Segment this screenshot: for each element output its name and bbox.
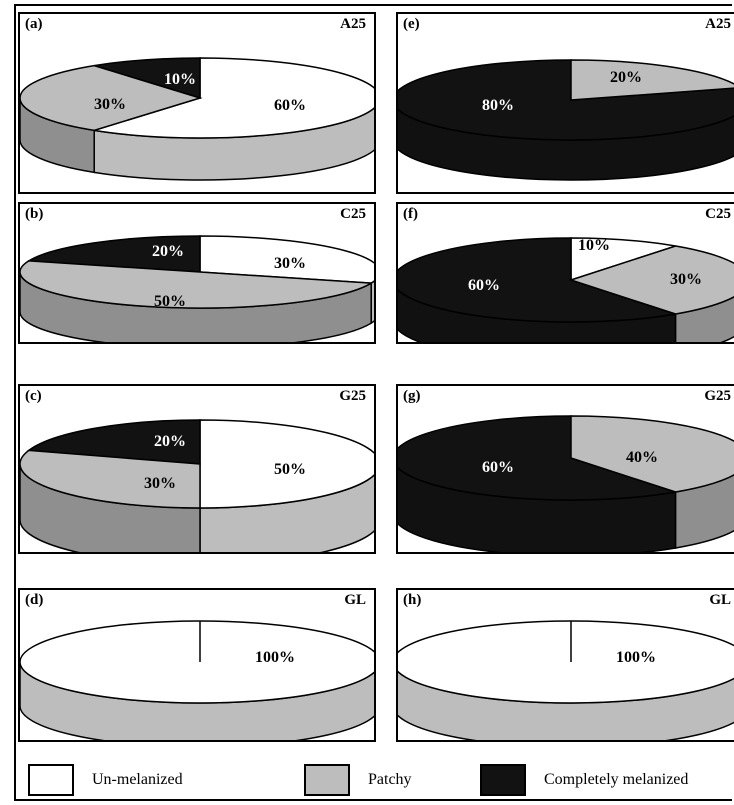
pie-side-patchy xyxy=(674,474,734,549)
data-label-completely-melanized: 80% xyxy=(482,97,514,114)
outer-frame xyxy=(14,4,732,801)
panel-code: A25 xyxy=(705,16,731,32)
pie-slice-un-melanized xyxy=(93,57,374,139)
pie-top xyxy=(398,620,734,704)
legend-label: Completely melanized xyxy=(544,771,689,788)
pie-chart: 20% 80% xyxy=(398,59,734,181)
data-label-completely-melanized: 60% xyxy=(468,277,500,294)
panel-tag: (a) xyxy=(25,16,43,32)
data-label-un-melanized: 60% xyxy=(274,97,306,114)
panel-h: 100% (h) GL xyxy=(396,588,734,742)
pie-slice-patchy xyxy=(20,64,203,132)
data-label-patchy: 20% xyxy=(610,69,642,86)
legend-label: Un-melanized xyxy=(92,771,183,788)
panel-c: 50% 30% 20% (c) G25 xyxy=(18,384,376,554)
panel-code: A25 xyxy=(340,16,366,32)
pie-top xyxy=(398,59,734,141)
panel-tag: (e) xyxy=(403,16,420,32)
panel-g: 40% 60% (g) G25 xyxy=(396,384,734,554)
data-label-completely-melanized: 20% xyxy=(154,433,186,450)
data-label-patchy: 30% xyxy=(144,475,176,492)
pie-slice-un-melanized xyxy=(199,235,374,284)
panel-b: 30% 50% 20% (b) C25 xyxy=(18,202,376,344)
legend-swatch xyxy=(304,764,350,796)
pie-labels: 40% 60% xyxy=(482,449,658,476)
pie-labels: 20% 80% xyxy=(482,69,642,114)
data-label-completely-melanized: 20% xyxy=(152,243,184,260)
data-label-patchy: 30% xyxy=(94,96,126,113)
pie-top xyxy=(398,237,734,323)
pie-slice-patchy xyxy=(20,449,201,509)
legend-item-patchy: Patchy xyxy=(304,762,412,798)
data-label-un-melanized: 10% xyxy=(578,237,610,254)
data-label-patchy: 40% xyxy=(626,449,658,466)
data-label-patchy: 50% xyxy=(154,293,186,310)
pie-top xyxy=(20,620,374,704)
pie-slice-completely-melanized xyxy=(93,57,201,100)
panel-tag: (h) xyxy=(403,592,422,608)
panel-tag: (d) xyxy=(25,592,44,608)
legend-item-un-melanized: Un-melanized xyxy=(28,762,183,798)
legend-item-completely-melanized: Completely melanized xyxy=(480,762,688,798)
data-label-un-melanized: 100% xyxy=(616,649,656,666)
panel-code: G25 xyxy=(704,388,731,404)
data-label-completely-melanized: 60% xyxy=(482,459,514,476)
pie-top xyxy=(20,57,374,139)
pie-chart: 100% xyxy=(398,620,734,740)
panel-code: G25 xyxy=(339,388,366,404)
pie-chart: 30% 50% 20% xyxy=(20,235,374,342)
pie-slice-completely-melanized xyxy=(398,415,676,501)
pie-slice-patchy xyxy=(568,245,734,315)
pie-slice-patchy xyxy=(20,260,374,309)
panel-code: C25 xyxy=(705,206,731,222)
legend-swatch xyxy=(28,764,74,796)
pie-slice-un-melanized xyxy=(20,620,374,704)
pie-labels: 50% 30% 20% xyxy=(144,433,306,492)
panel-f: 10% 30% 60% (f) C25 xyxy=(396,202,734,344)
pie-side-patchy xyxy=(674,296,734,342)
pie-labels: 100% xyxy=(616,649,656,666)
pie-slice-patchy xyxy=(570,415,734,493)
pie-labels: 60% 30% 10% xyxy=(94,71,306,114)
pie-slice-un-melanized xyxy=(570,237,676,282)
pie-chart: 50% 30% 20% xyxy=(20,419,374,552)
panel-tag: (g) xyxy=(403,388,421,404)
panel-tag: (c) xyxy=(25,388,42,404)
legend: Un-melanized Patchy Completely melanized xyxy=(28,762,728,798)
data-label-un-melanized: 50% xyxy=(274,461,306,478)
pie-labels: 30% 50% 20% xyxy=(152,243,306,310)
panel-a: 60% 30% 10% (a) A25 xyxy=(18,12,376,194)
pie-chart: 100% xyxy=(20,620,374,740)
panel-code: GL xyxy=(709,592,731,608)
pie-labels: 100% xyxy=(255,649,295,666)
pie-slice-completely-melanized xyxy=(26,419,201,465)
panel-e: 20% 80% (e) A25 xyxy=(396,12,734,194)
pie-top xyxy=(398,415,734,501)
pie-labels: 10% 30% 60% xyxy=(468,237,702,294)
panel-tag: (f) xyxy=(403,206,418,222)
pie-slice-patchy xyxy=(570,59,734,101)
pie-chart: 40% 60% xyxy=(398,415,734,552)
data-label-patchy: 30% xyxy=(670,271,702,288)
pie-chart: 60% 30% 10% xyxy=(20,57,374,181)
panel-d: 100% (d) GL xyxy=(18,588,376,742)
panel-tag: (b) xyxy=(25,206,44,222)
legend-label: Patchy xyxy=(368,771,412,788)
pie-top xyxy=(20,235,374,309)
data-label-completely-melanized: 10% xyxy=(164,71,196,88)
pie-slice-un-melanized xyxy=(199,419,374,509)
legend-swatch xyxy=(480,764,526,796)
data-label-un-melanized: 100% xyxy=(255,649,295,666)
panel-code: C25 xyxy=(340,206,366,222)
pie-top xyxy=(20,419,374,509)
pie-slice-completely-melanized xyxy=(398,237,676,323)
pie-chart: 10% 30% 60% xyxy=(398,237,734,342)
pie-slice-un-melanized xyxy=(398,620,734,704)
panel-code: GL xyxy=(344,592,366,608)
data-label-un-melanized: 30% xyxy=(274,255,306,272)
pie-slice-completely-melanized xyxy=(398,59,734,141)
